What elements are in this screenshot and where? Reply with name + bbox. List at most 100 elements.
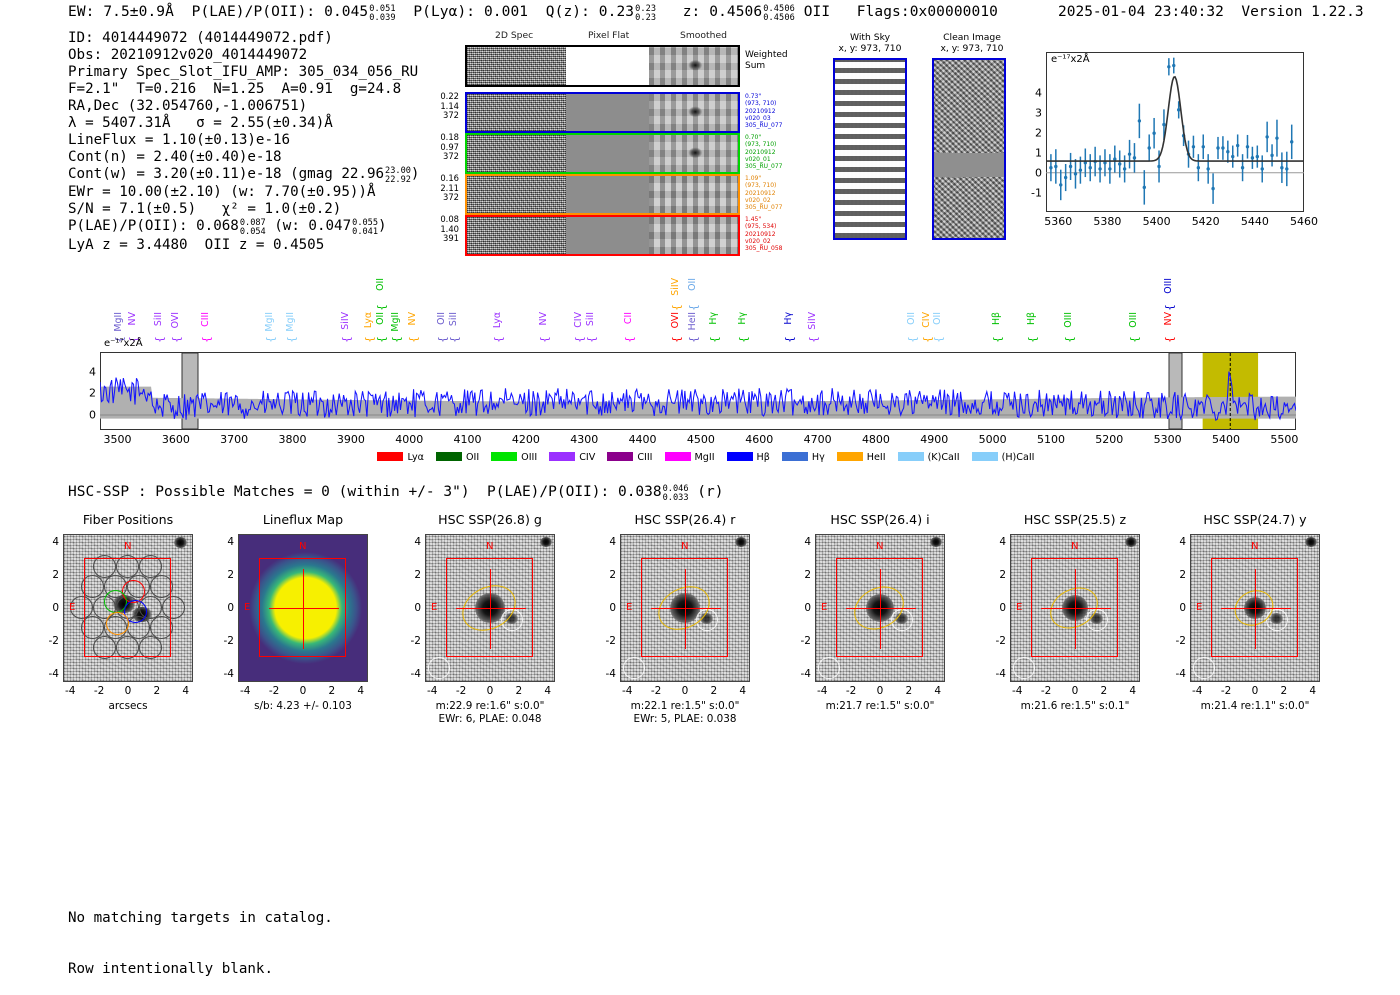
header-plae-range: 0.051 0.039 xyxy=(369,3,396,23)
full-spectrum-plot: e⁻¹⁷x2Å 4 2 0 3500 3600 3700 3800 3900 4000 41… xyxy=(89,338,1298,446)
legend-label-hβ: Hβ xyxy=(756,452,770,463)
row-1-smoothed xyxy=(648,135,738,172)
corner-blob xyxy=(930,537,942,547)
spec-xtick-4300: 4300 xyxy=(570,433,599,446)
legend-swatch-lyα xyxy=(377,452,404,461)
cutout-2-xtick-4: 4 xyxy=(544,685,552,697)
header-z-range: 0.4506 0.4506 xyxy=(763,3,795,23)
cutout-3-xtick--4: -4 xyxy=(621,685,633,697)
spec-xtick-3800: 3800 xyxy=(278,433,307,446)
cutout-6-xtick-2: 2 xyxy=(1280,685,1288,697)
masked-circle-2 xyxy=(428,657,450,679)
row-0-pixelflat xyxy=(565,94,649,131)
row-2-left-label: 0.16 2.11 372 xyxy=(440,173,459,203)
line-bracket-24: { xyxy=(707,336,721,343)
line-bracket-25: { xyxy=(736,336,750,343)
line-label-civ-29: CIV xyxy=(920,312,932,328)
cutout-5-ytick--4: -4 xyxy=(995,667,1006,680)
masked-circle-2 xyxy=(818,657,840,679)
cutout-title-0: Fiber Positions xyxy=(82,512,174,527)
masked-circle-2 xyxy=(1013,657,1035,679)
line-label-nv-1: NV xyxy=(127,312,139,326)
col-title-smoothed: Smoothed xyxy=(680,30,727,41)
cutout-2-ytick--2: -2 xyxy=(410,634,421,647)
line-bracket-21: { xyxy=(669,304,683,311)
line-bracket-32: { xyxy=(1025,336,1039,343)
cutout-title-6: HSC SSP(24.7) y xyxy=(1203,512,1307,527)
line-label-hγ-25: Hγ xyxy=(736,312,748,325)
cutout-caption-line1-0: arcsecs xyxy=(108,700,148,712)
spec-ytick-4: 4 xyxy=(89,365,96,379)
row-3-smoothed xyxy=(648,217,738,254)
spectrum-legend: Lyα OII OIII CIV CIII MgII Hβ Hγ HeII (K)CaII (H)C… xyxy=(0,452,1400,463)
line-label-cii-19: CII xyxy=(622,312,634,325)
corner-blob xyxy=(174,537,187,548)
spec-xtick-4700: 4700 xyxy=(803,433,832,446)
cutout-title-4: HSC SSP(26.4) i xyxy=(830,512,930,527)
line-bracket-22: { xyxy=(687,336,701,343)
masked-circle-2 xyxy=(1193,657,1215,679)
spec-xtick-5200: 5200 xyxy=(1095,433,1124,446)
fiber-highlight-3 xyxy=(105,611,129,635)
line-bracket-33: { xyxy=(1063,336,1077,343)
spectrum-units: e⁻¹⁷x2Å xyxy=(104,338,143,349)
line-label-nv-12: NV xyxy=(407,312,419,326)
line-bracket-9: { xyxy=(375,336,389,343)
line-bracket-19: { xyxy=(622,336,636,343)
cutout-3-xtick-2: 2 xyxy=(710,685,718,697)
cutout-0-xtick-4: 4 xyxy=(182,685,190,697)
cutout-caption-0: arcsecs xyxy=(33,700,223,713)
line-bracket-4: { xyxy=(200,336,213,343)
cutout-4-ytick-0: 0 xyxy=(804,602,811,614)
header-qz-value: 0.23 xyxy=(598,4,635,20)
cutout-2-ytick-2: 2 xyxy=(414,569,421,582)
fiber-highlight-2 xyxy=(123,599,147,623)
cutout-5-ytick--2: -2 xyxy=(995,634,1006,647)
line-label-oiii-33: OIII xyxy=(1063,312,1075,328)
line-label-siiv-21: SiIV xyxy=(669,278,681,296)
line-bracket-28: { xyxy=(905,336,919,343)
legend-swatch-(k)caii xyxy=(897,452,924,461)
exposure-row-2 xyxy=(465,174,740,215)
line-bracket-6: { xyxy=(284,336,298,343)
legend-label-hγ: Hγ xyxy=(811,452,825,463)
cutout-4-xtick--4: -4 xyxy=(816,685,828,697)
legend-label-(h)caii: (H)CaII xyxy=(1001,452,1035,463)
cutout-6-xtick--2: -2 xyxy=(1220,685,1232,697)
crosshair-vertical xyxy=(1255,569,1257,649)
cutout-6-ytick-4: 4 xyxy=(1179,536,1186,549)
line-bracket-7: { xyxy=(340,336,354,343)
info-ewr: EWr = 10.00(±2.10) (w: 7.70(±0.95))Å xyxy=(68,184,376,201)
cutout-title-2: HSC SSP(26.8) g xyxy=(438,512,542,527)
line-label-siiv-27: SiIV xyxy=(806,312,818,330)
cutout-6-ytick-0: 0 xyxy=(1179,602,1186,614)
row-2-2dspec xyxy=(467,176,566,213)
spec-xtick-4400: 4400 xyxy=(628,433,657,446)
spec-xtick-4800: 4800 xyxy=(861,433,890,446)
with-sky-caption: With Sky x, y: 973, 710 xyxy=(823,32,917,54)
north-label: N xyxy=(1251,541,1259,552)
crosshair-vertical xyxy=(880,569,882,649)
cutout-4-ytick--4: -4 xyxy=(800,667,811,680)
spec-xtick-5400: 5400 xyxy=(1211,433,1240,446)
legend-swatch-civ xyxy=(549,452,576,461)
info-lambda: λ = 5407.31Å σ = 2.55(±0.34)Å xyxy=(68,115,333,131)
line-bracket-2: { xyxy=(153,336,167,343)
line-bracket-27: { xyxy=(806,336,820,343)
fit-plot-units: e⁻¹⁷x2Å xyxy=(1051,54,1090,65)
cutout-3-ytick-4: 4 xyxy=(609,536,616,549)
cutout-caption-line1-6: m:21.4 re:1.1" s:0.0" xyxy=(1200,700,1310,712)
info-primary-spec: Primary Spec_Slot_IFU_AMP: 305_034_056_R… xyxy=(68,64,419,80)
target-info-block: ID: 4014449072 (4014449072.pdf) Obs: 2021… xyxy=(68,30,419,254)
row-3-right-label: 1.45" (975, 534) 20210912 v020_02 305_RU… xyxy=(745,216,783,253)
cutout-5-ytick-0: 0 xyxy=(999,602,1006,614)
cutout-0-ytick-2: 2 xyxy=(52,569,59,582)
spec-xtick-3900: 3900 xyxy=(336,433,365,446)
